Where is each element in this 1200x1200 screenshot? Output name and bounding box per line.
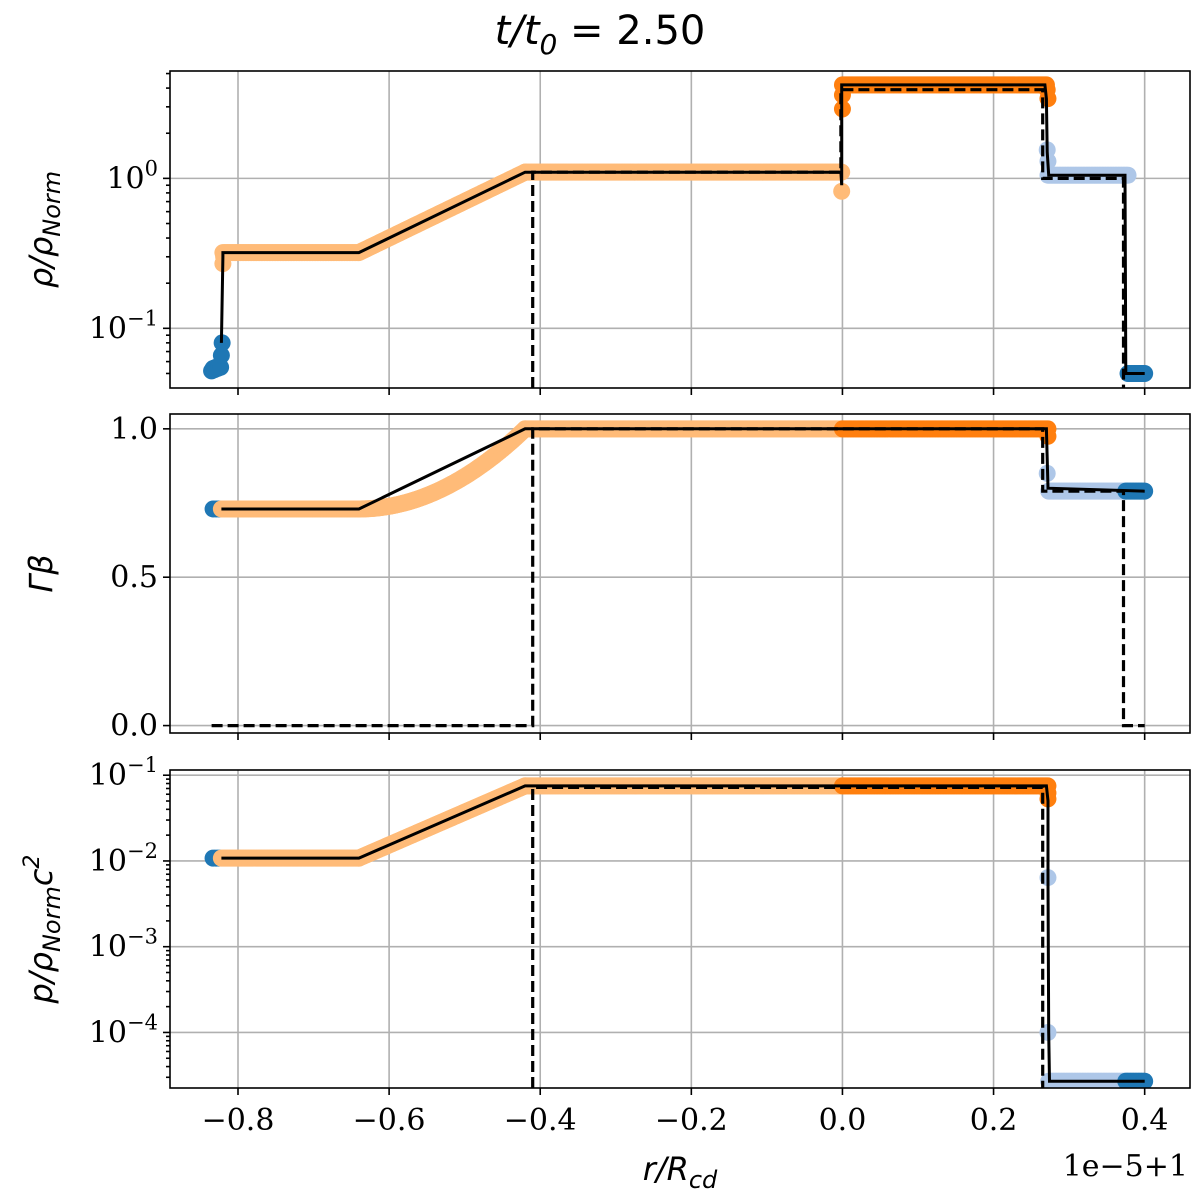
plot-frame: [169, 70, 1191, 389]
x-axis: −0.8 −0.6 −0.4 −0.2 0.0 0.2 0.4 r/Rcd 1e−5+1: [202, 1103, 1188, 1194]
y-tick-label: 10−1: [89, 306, 158, 346]
analytic-line: [531, 88, 1126, 388]
grid: [170, 770, 1190, 1088]
panel-density: 10−1 100 ρ/ρNorm: [22, 70, 1191, 395]
grid: [170, 414, 1190, 733]
plot-frame: [169, 769, 1191, 1089]
x-tick-label: 0.4: [1121, 1103, 1169, 1138]
series-forward-shocked-region: [833, 777, 1057, 808]
y-tick-label: 1.0: [110, 412, 158, 447]
x-axis-label: r/Rcd: [643, 1150, 718, 1194]
y-tick-label: 0.0: [110, 709, 158, 744]
y-tick-label: 10−3: [89, 925, 158, 965]
series-unshocked-outer: [1039, 869, 1135, 1088]
series-unshocked-inner: [203, 334, 231, 380]
x-tick-label: 0.2: [970, 1103, 1018, 1138]
x-offset-text: 1e−5+1: [1063, 1149, 1188, 1184]
data-point: [212, 346, 230, 364]
panel-pressure: 10−4 10−3 10−2 10−1 p/ρNormc2: [20, 753, 1191, 1095]
series-forward-shocked-region: [833, 76, 1057, 118]
grid: [170, 71, 1190, 388]
series-reverse-shocked-region: [214, 163, 851, 273]
title-variable: t/t: [495, 8, 541, 54]
figure-title: t/t0 = 2.50: [495, 8, 706, 61]
panel-four-velocity: 0.0 0.5 1.0 Γβ: [22, 412, 1191, 744]
series-forward-shocked-region: [833, 420, 1057, 445]
data-layer: [203, 76, 1154, 388]
simulation-line: [219, 83, 1145, 375]
data-layer: [204, 777, 1154, 1088]
x-tick-label: −0.8: [202, 1103, 275, 1138]
y-axis-label: p/ρNormc2: [20, 855, 66, 1005]
y-tick-label: 10−4: [89, 1010, 158, 1050]
analytic-line: [211, 427, 1145, 728]
y-axis-label: ρ/ρNorm: [22, 171, 66, 288]
y-axis-label: Γβ: [22, 554, 60, 592]
y-tick-label: 100: [106, 156, 158, 196]
plot-frame: [169, 413, 1191, 734]
x-tick-label: −0.6: [353, 1103, 426, 1138]
data-point: [833, 182, 851, 200]
y-tick-label: 10−1: [89, 753, 158, 793]
x-tick-label: 0.0: [819, 1103, 867, 1138]
data-layer: [204, 420, 1154, 728]
analytic-line: [531, 785, 1045, 1088]
y-tick-label: 10−2: [89, 839, 158, 879]
y-tick-label: 0.5: [110, 560, 158, 595]
x-tick-label: −0.4: [504, 1103, 577, 1138]
title-value: = 2.50: [557, 8, 705, 54]
panels: 10−1100ρ/ρNorm0.00.51.0Γβ10−410−310−210−…: [20, 70, 1191, 1095]
simulation-line: [221, 784, 1145, 1083]
x-tick-label: −0.2: [655, 1103, 728, 1138]
title-subscript: 0: [540, 28, 558, 61]
simulation-line: [221, 427, 1145, 511]
